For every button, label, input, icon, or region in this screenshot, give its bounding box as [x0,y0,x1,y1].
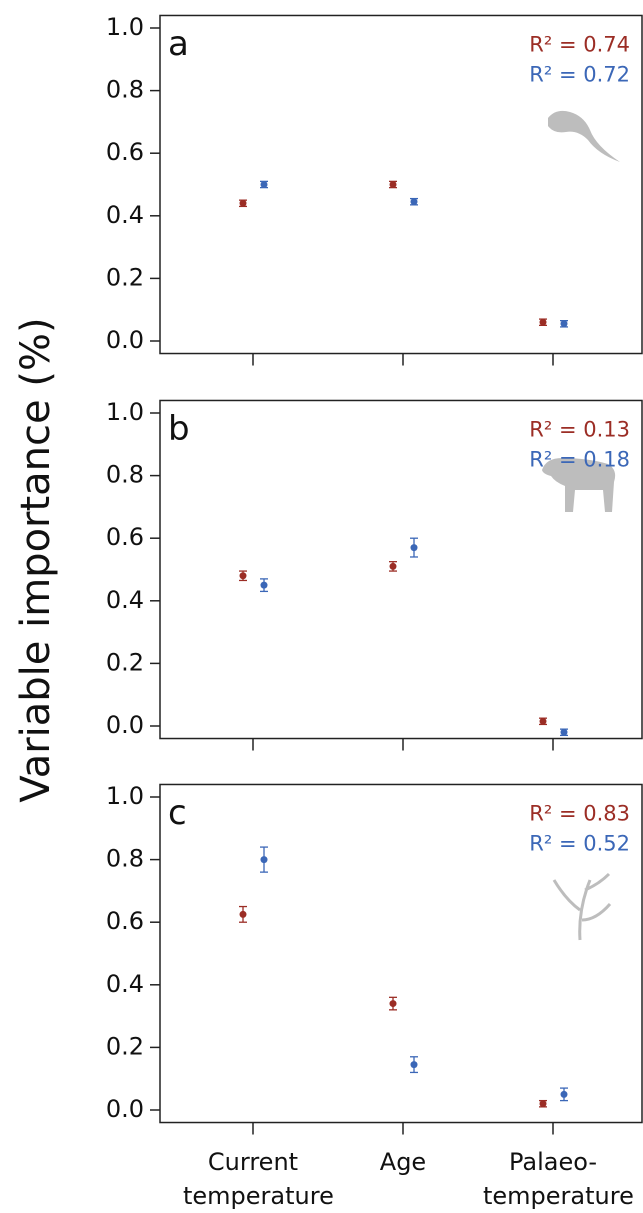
panel-label: b [168,409,190,449]
y-tick-label: 0.6 [106,523,144,551]
point [239,199,247,207]
plant-icon [552,872,612,941]
point [410,544,418,552]
gecko-icon [548,110,620,162]
y-tick-label: 0.4 [106,586,144,614]
r-squared-label: R² = 0.13 [529,417,630,441]
y-tick-label: 0.2 [106,263,144,291]
r-squared-label: R² = 0.52 [529,831,630,855]
y-tick-label: 0.8 [106,76,144,104]
point [560,320,568,328]
y-tick-label: 0.8 [106,845,144,873]
point [410,198,418,206]
y-tick-label: 0.6 [106,138,144,166]
r-squared-label: R² = 0.74 [529,32,630,56]
y-tick-label: 0.0 [106,1095,144,1123]
point [389,181,397,188]
plot-frame [159,783,643,1124]
y-tick-label: 0.2 [106,1032,144,1060]
point [260,181,268,188]
y-tick-label: 0.4 [106,201,144,229]
r-squared-label: R² = 0.18 [529,447,630,471]
point [539,318,547,326]
y-tick-label: 1.0 [106,398,144,426]
point [389,1000,397,1008]
point [239,910,247,918]
point [539,1100,547,1108]
y-tick-label: 1.0 [106,13,144,41]
x-tick-label: Age [379,1147,427,1176]
r-squared-label: R² = 0.72 [529,62,630,86]
y-tick-label: 0.4 [106,970,144,998]
y-tick-label: 0.2 [106,648,144,676]
point [539,717,547,725]
point [560,728,568,736]
r-squared-label: R² = 0.83 [529,801,630,825]
point [260,581,268,589]
y-tick-label: 0.8 [106,461,144,489]
y-tick-label: 0.6 [106,907,144,935]
point [260,856,268,864]
y-tick-label: 1.0 [106,782,144,810]
y-tick-label: 0.0 [106,711,144,739]
y-tick-label: 0.0 [106,326,144,354]
plot-frame [159,399,643,740]
point [389,562,397,570]
plot-frame [159,14,643,355]
panel-label: c [168,793,187,833]
x-tick-label: Current temperature [183,1147,334,1210]
point [560,1090,568,1098]
panel-label: a [168,24,189,64]
x-tick-label: Palaeo-temperature [483,1147,634,1210]
bear-icon [542,458,616,512]
point [239,572,247,580]
point [410,1061,418,1069]
y-axis-label: Variable importance (%) [13,317,59,802]
